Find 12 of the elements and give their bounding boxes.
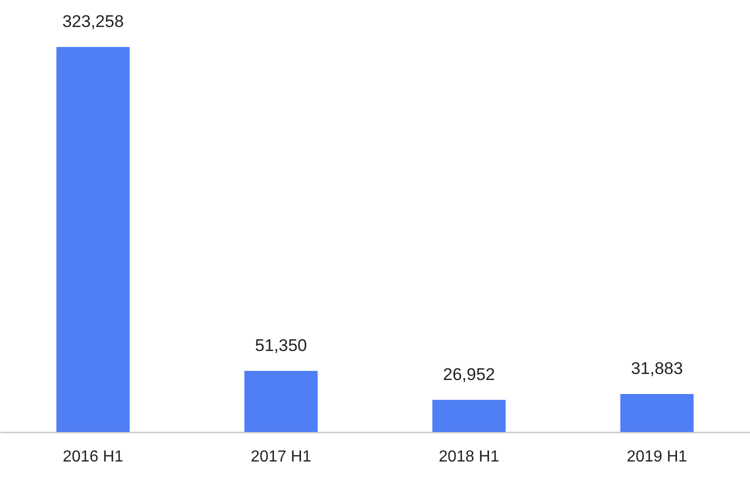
x-tick-label: 2017 H1 [250, 448, 312, 466]
data-label: 323,258 [62, 12, 124, 31]
data-label: 26,952 [442, 364, 495, 384]
bar [56, 47, 130, 432]
data-label: 31,883 [630, 359, 683, 378]
bar [244, 370, 318, 432]
x-tick-label: 2016 H1 [62, 448, 124, 466]
x-tick-label: 2018 H1 [438, 448, 500, 466]
x-tick-label: 2019 H1 [626, 448, 688, 466]
data-label: 51,350 [255, 336, 308, 355]
bar [432, 400, 506, 432]
bar [620, 394, 694, 432]
